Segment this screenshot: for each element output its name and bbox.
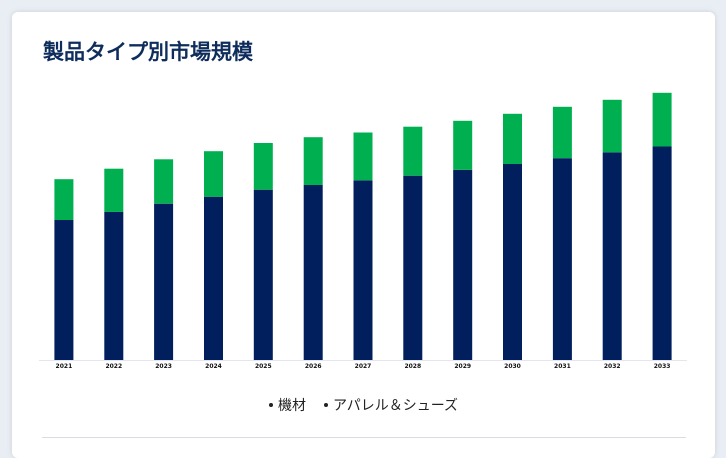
x-tick-label: 2031 <box>554 363 571 370</box>
bar-apparel-shoes-2032[interactable] <box>602 99 622 153</box>
bar-apparel-shoes-2028[interactable] <box>403 126 423 176</box>
x-tick-label: 2022 <box>105 363 122 370</box>
bar-equipment-2026[interactable] <box>303 185 323 360</box>
legend-item-equipment[interactable]: 機材 <box>268 395 306 415</box>
legend-bullet-icon <box>268 403 273 407</box>
bar-equipment-2022[interactable] <box>104 211 124 360</box>
bar-equipment-2031[interactable] <box>552 158 572 360</box>
bar-equipment-2027[interactable] <box>353 180 373 360</box>
bar-apparel-shoes-2027[interactable] <box>353 132 373 181</box>
bar-apparel-shoes-2023[interactable] <box>154 159 174 204</box>
card-divider <box>42 437 686 438</box>
bar-apparel-shoes-2029[interactable] <box>453 120 473 170</box>
bar-apparel-shoes-2026[interactable] <box>303 137 323 185</box>
bar-equipment-2033[interactable] <box>652 146 672 361</box>
bar-apparel-shoes-2024[interactable] <box>204 151 223 197</box>
bar-apparel-shoes-2030[interactable] <box>503 113 522 164</box>
bar-equipment-2028[interactable] <box>403 175 423 360</box>
legend-bullet-icon <box>323 403 328 407</box>
stacked-bar-chart: 2021 2022 2023 2024 2025 2026 2027 2028 2029 2030… <box>39 92 687 370</box>
bar-apparel-shoes-2031[interactable] <box>552 106 572 159</box>
bar-equipment-2025[interactable] <box>253 189 273 360</box>
chart-title: 製品タイプ別市場規模 <box>43 40 253 64</box>
bar-apparel-shoes-2022[interactable] <box>104 168 124 212</box>
x-tick-label: 2033 <box>654 363 671 370</box>
bar-equipment-2024[interactable] <box>204 196 223 360</box>
x-tick-label: 2030 <box>504 363 521 370</box>
legend-label-apparel-shoes: アパレル＆シューズ <box>332 398 459 414</box>
bar-apparel-shoes-2025[interactable] <box>253 143 273 190</box>
x-tick-label: 2024 <box>205 363 222 370</box>
bar-equipment-2029[interactable] <box>453 169 473 360</box>
x-tick-label: 2025 <box>255 363 272 370</box>
x-tick-label: 2027 <box>355 363 372 370</box>
x-tick-label: 2032 <box>604 363 621 370</box>
legend-label-equipment: 機材 <box>277 398 306 414</box>
x-tick-label: 2021 <box>56 363 73 370</box>
x-tick-label: 2023 <box>155 363 172 370</box>
x-tick-label: 2029 <box>454 363 471 370</box>
legend-item-apparel-shoes[interactable]: アパレル＆シューズ <box>323 395 459 415</box>
chart-legend: 機材 アパレル＆シューズ <box>12 395 715 415</box>
bar-apparel-shoes-2021[interactable] <box>54 179 74 220</box>
bar-equipment-2032[interactable] <box>602 152 622 360</box>
bar-equipment-2023[interactable] <box>154 203 174 360</box>
x-tick-label: 2028 <box>404 363 421 370</box>
bar-apparel-shoes-2033[interactable] <box>652 92 672 147</box>
chart-card: 製品タイプ別市場規模 2021 2022 2023 2024 2025 2026 2027 2… <box>12 12 715 458</box>
x-tick-label: 2026 <box>305 363 322 370</box>
bar-equipment-2030[interactable] <box>503 164 522 360</box>
bar-equipment-2021[interactable] <box>54 220 74 360</box>
